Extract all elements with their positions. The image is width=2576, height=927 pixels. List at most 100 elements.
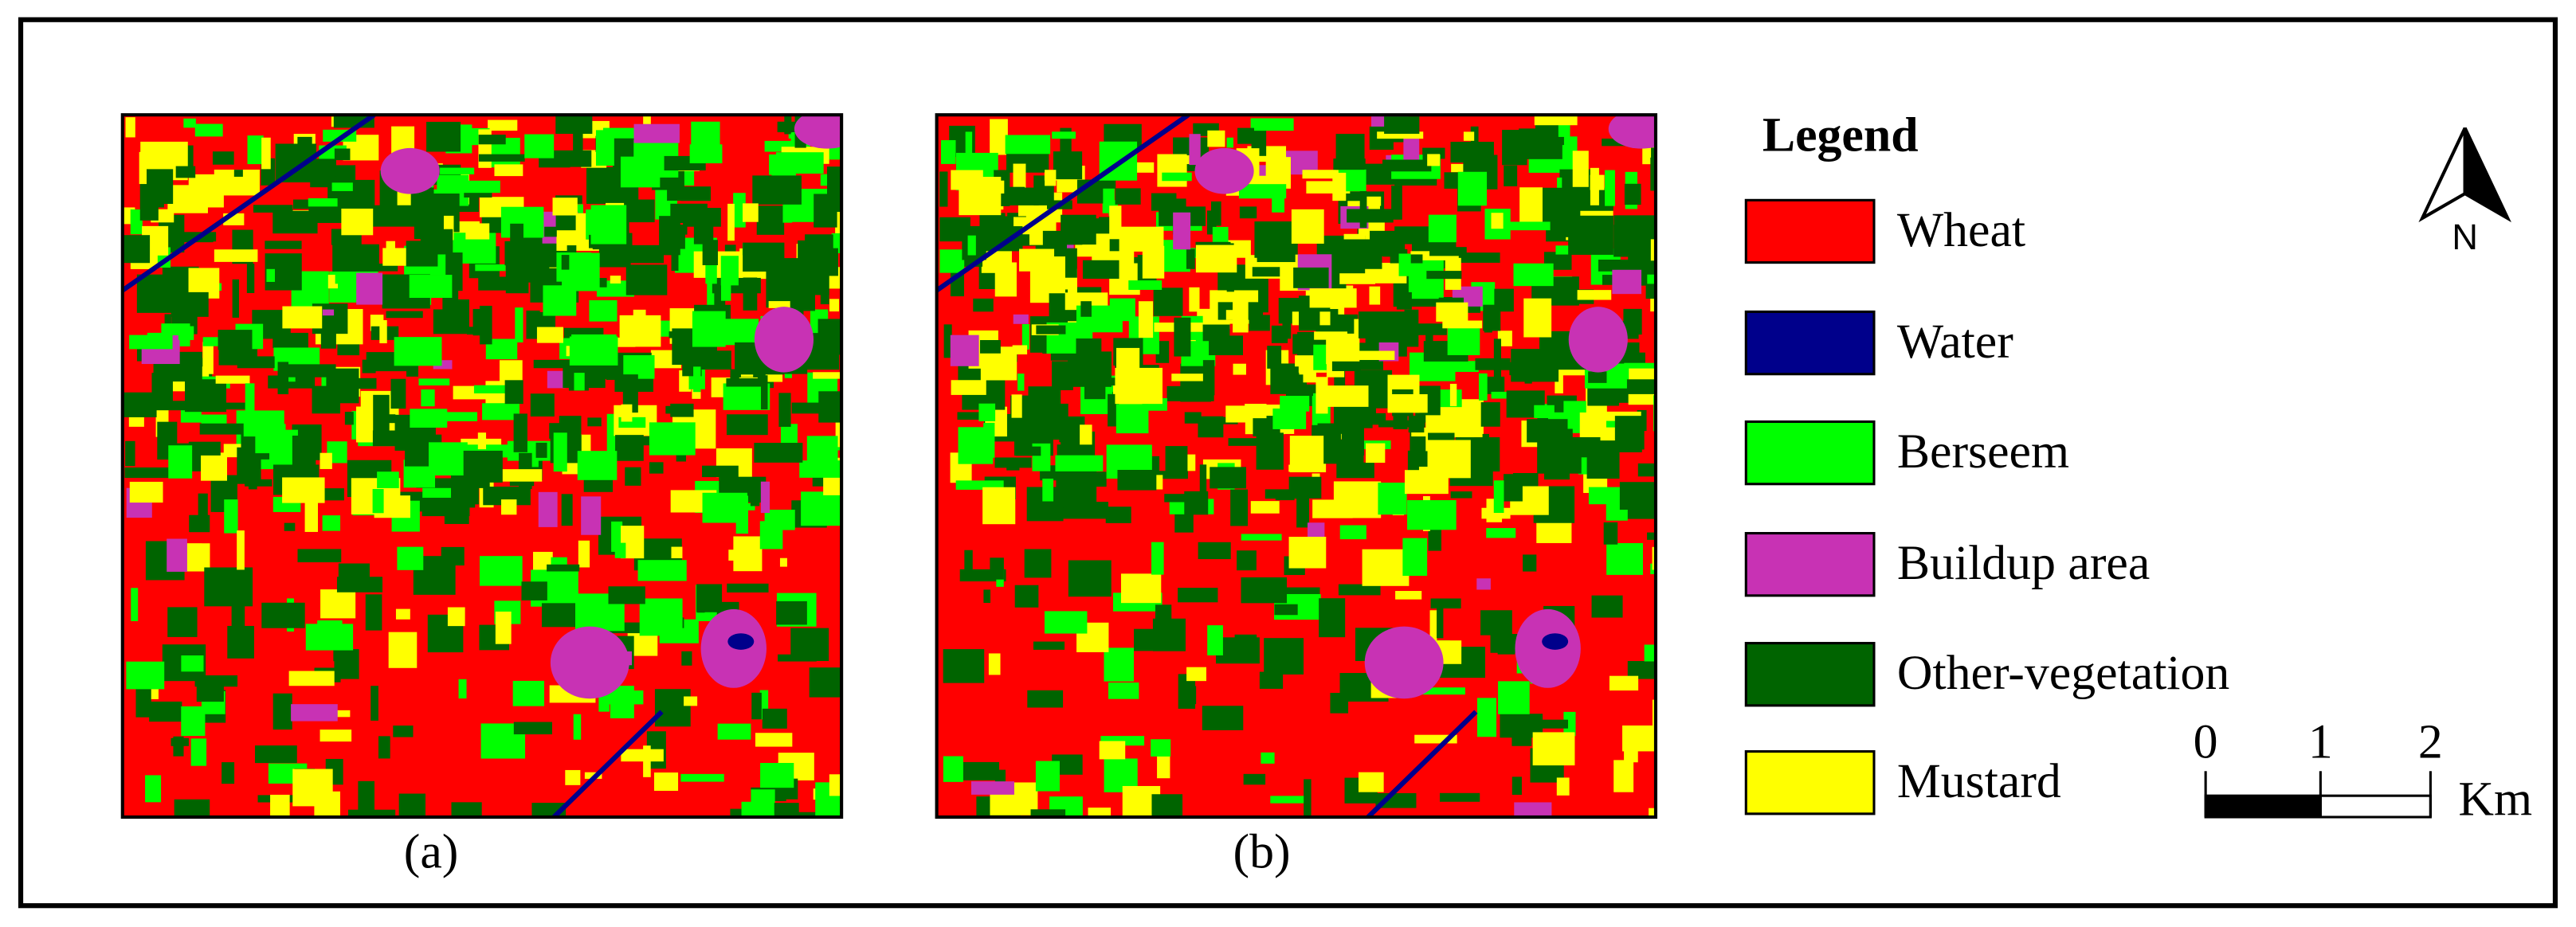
- land-patch: [277, 362, 289, 395]
- land-patch: [227, 625, 254, 659]
- land-patch: [1024, 549, 1052, 578]
- scale-label: 0: [2194, 715, 2218, 769]
- land-patch: [371, 686, 378, 721]
- land-patch: [1280, 396, 1310, 412]
- land-patch: [131, 588, 139, 621]
- land-patch: [1099, 217, 1114, 225]
- land-patch: [478, 154, 525, 162]
- land-patch: [1052, 131, 1076, 139]
- land-patch: [1482, 433, 1489, 462]
- land-patch: [320, 452, 332, 469]
- land-patch: [1556, 777, 1570, 796]
- land-patch: [298, 287, 315, 306]
- land-patch: [1104, 647, 1135, 682]
- land-patch: [1109, 205, 1122, 240]
- land-patch: [1568, 215, 1613, 255]
- land-patch: [1590, 167, 1599, 205]
- land-patch: [125, 117, 135, 138]
- land-patch: [1128, 280, 1163, 290]
- land-patch: [1178, 588, 1218, 603]
- land-patch: [1250, 501, 1280, 514]
- land-patch: [1288, 464, 1326, 472]
- land-patch: [1115, 188, 1141, 205]
- panel-caption: (a): [404, 825, 459, 879]
- map-texture: [122, 115, 842, 817]
- land-patch: [806, 436, 838, 472]
- legend-label: Berseem: [1897, 424, 2069, 479]
- land-patch: [232, 181, 260, 192]
- land-patch: [637, 560, 687, 581]
- land-patch: [769, 154, 777, 175]
- land-patch: [167, 607, 198, 637]
- land-patch: [581, 496, 602, 535]
- land-patch: [1082, 260, 1119, 279]
- land-patch: [537, 311, 556, 330]
- land-patch: [595, 130, 614, 166]
- land-patch: [1463, 131, 1475, 141]
- land-patch: [1209, 335, 1244, 356]
- land-patch: [397, 546, 424, 570]
- land-patch: [625, 264, 668, 295]
- land-patch: [1609, 675, 1639, 691]
- land-patch: [620, 156, 661, 188]
- buildup-patch: [794, 115, 842, 149]
- land-patch: [994, 262, 1017, 297]
- land-patch: [1317, 423, 1346, 434]
- land-patch: [1427, 154, 1441, 166]
- land-patch: [1338, 584, 1381, 596]
- land-patch: [809, 667, 842, 698]
- land-patch: [501, 499, 517, 515]
- legend-swatch: [1744, 642, 1876, 707]
- land-patch: [1234, 634, 1257, 652]
- map-border: [120, 113, 844, 819]
- land-patch: [1189, 134, 1201, 166]
- land-patch: [222, 762, 235, 784]
- land-patch: [1378, 483, 1407, 515]
- land-patch: [265, 241, 302, 249]
- land-patch: [447, 607, 465, 627]
- land-patch: [625, 467, 641, 486]
- land-patch: [1625, 217, 1656, 249]
- canal: [936, 115, 1190, 293]
- land-patch: [756, 205, 785, 235]
- land-patch: [1181, 686, 1197, 705]
- land-patch: [1408, 260, 1444, 299]
- land-patch: [939, 249, 965, 273]
- land-patch: [813, 372, 842, 379]
- land-patch: [502, 469, 543, 482]
- land-patch: [1498, 681, 1530, 714]
- land-patch: [305, 624, 354, 651]
- buildup-patch: [1515, 608, 1581, 688]
- land-patch: [1152, 618, 1186, 651]
- land-patch: [1014, 585, 1039, 608]
- land-patch: [1398, 253, 1411, 276]
- land-patch: [1198, 416, 1224, 438]
- land-patch: [1358, 772, 1384, 792]
- land-patch: [1012, 345, 1028, 355]
- land-patch: [1402, 538, 1428, 577]
- land-patch: [458, 679, 467, 699]
- land-patch: [266, 268, 276, 282]
- land-patch: [181, 706, 206, 737]
- land-patch: [1331, 361, 1361, 371]
- legend-swatch: [1744, 532, 1876, 597]
- land-patch: [1195, 244, 1237, 273]
- land-patch: [1210, 201, 1221, 226]
- land-patch: [218, 330, 253, 350]
- land-patch: [1042, 479, 1054, 502]
- land-patch: [1387, 393, 1428, 413]
- land-patch: [1606, 542, 1643, 575]
- land-patch: [1555, 358, 1563, 393]
- land-patch: [791, 402, 828, 414]
- land-patch: [1288, 536, 1327, 569]
- land-patch: [1000, 187, 1039, 205]
- land-patch: [829, 774, 842, 796]
- land-patch: [1533, 719, 1568, 729]
- land-patch: [778, 393, 791, 427]
- land-patch: [1503, 221, 1551, 231]
- land-patch: [1377, 131, 1424, 139]
- land-patch: [1484, 311, 1492, 333]
- land-patch: [1153, 287, 1183, 316]
- land-patch: [826, 166, 842, 195]
